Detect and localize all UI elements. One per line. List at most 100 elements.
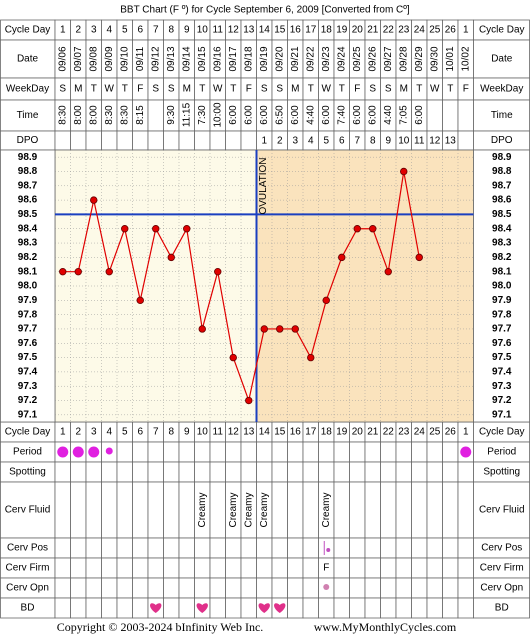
temperature-point — [136, 296, 144, 305]
y-tick-label: 97.5 — [492, 352, 512, 363]
weekday: F — [137, 84, 143, 95]
y-tick-label: 98.7 — [18, 180, 38, 191]
y-tick-label: 98.5 — [18, 209, 38, 220]
cell — [302, 597, 319, 619]
cycle-day: 24 — [414, 25, 426, 36]
date: 09/28 — [398, 46, 409, 71]
row-label: Cycle Day — [5, 427, 51, 438]
cycle-day: 10 — [197, 25, 209, 36]
row-label: Spotting — [9, 467, 46, 478]
row-label: Cerv Firm — [480, 563, 524, 574]
row-label: Spotting — [483, 467, 520, 478]
time: 6:00 — [414, 105, 425, 125]
temperature-point — [369, 225, 377, 233]
cell — [70, 461, 87, 483]
label-cell — [473, 99, 530, 132]
temperature-point — [276, 325, 284, 333]
cell — [194, 441, 211, 463]
cycle-day: 18 — [321, 427, 333, 438]
cycle-day: 8 — [168, 427, 174, 438]
cycle-day: 17 — [305, 25, 317, 36]
cell — [209, 130, 226, 151]
weekday: M — [183, 84, 191, 95]
temperature-point — [167, 253, 175, 262]
cell — [209, 537, 226, 559]
cycle-day: 1 — [463, 427, 469, 438]
cycle-day: 20 — [352, 427, 364, 438]
dpo: 12 — [429, 136, 441, 147]
cell — [132, 537, 149, 559]
date: 09/17 — [228, 46, 239, 71]
cycle-day: 11 — [213, 427, 224, 438]
y-tick-label: 98.1 — [18, 266, 38, 277]
cell — [426, 597, 443, 619]
cycle-day: 23 — [398, 25, 410, 36]
row-label: Period — [13, 447, 42, 458]
date: 09/10 — [119, 46, 130, 71]
cycle-day: 2 — [75, 427, 81, 438]
cell — [411, 577, 428, 599]
time: 11:15 — [181, 102, 192, 127]
time: 8:15 — [135, 105, 146, 125]
cell — [147, 130, 164, 151]
cell — [85, 481, 102, 539]
time: 4:40 — [305, 105, 316, 125]
cell — [225, 577, 242, 599]
dpo: 9 — [385, 136, 391, 147]
y-tick-label: 97.4 — [18, 367, 38, 378]
cycle-day: 10 — [197, 427, 209, 438]
time: 6:00 — [228, 105, 239, 125]
cycle-day: 26 — [445, 427, 457, 438]
weekday: T — [199, 84, 205, 95]
cell — [457, 461, 474, 483]
temperature-point — [105, 267, 113, 276]
cycle-day: 5 — [122, 427, 128, 438]
y-tick-label: 98.8 — [18, 166, 38, 177]
date: 09/27 — [383, 46, 394, 71]
chart-title: BBT Chart (F º) for Cycle September 6, 2… — [120, 5, 410, 16]
cell — [147, 461, 164, 483]
cycle-day: 15 — [274, 25, 286, 36]
weekday: S — [168, 84, 175, 95]
cell — [101, 537, 118, 559]
cell — [101, 577, 118, 599]
y-tick-label: 98.6 — [18, 195, 38, 206]
cell — [116, 597, 133, 619]
cycle-day: 9 — [184, 427, 190, 438]
cell — [163, 461, 180, 483]
y-tick-label: 97.6 — [18, 338, 38, 349]
temperature-point — [229, 353, 237, 362]
cell — [240, 597, 257, 619]
weekday: S — [369, 84, 376, 95]
cell — [54, 577, 71, 599]
cell — [240, 441, 257, 463]
cell — [163, 441, 180, 463]
date: 09/25 — [352, 46, 363, 71]
y-tick-label: 98.3 — [492, 238, 512, 249]
temperature-point — [183, 225, 191, 233]
y-tick-label: 98.5 — [492, 209, 512, 220]
weekday: F — [354, 84, 360, 95]
cell — [302, 441, 319, 463]
y-tick-label: 97.2 — [18, 395, 38, 406]
cell — [70, 537, 87, 559]
y-tick-label: 97.1 — [492, 409, 512, 420]
date: 09/14 — [181, 46, 192, 71]
y-tick-label: 98.7 — [492, 180, 512, 191]
cycle-day: 24 — [414, 427, 426, 438]
cerv-pos-dot — [326, 548, 331, 552]
cell — [457, 557, 474, 579]
temperature-point — [152, 225, 160, 233]
cell — [101, 130, 118, 151]
cycle-day: 19 — [336, 427, 348, 438]
cell — [132, 461, 149, 483]
cell — [256, 461, 273, 483]
cell — [271, 577, 288, 599]
cycle-day: 18 — [321, 25, 333, 36]
period-heavy — [72, 446, 84, 458]
markers — [57, 446, 472, 613]
label-cell — [473, 149, 530, 423]
cycle-day: 19 — [336, 25, 348, 36]
cell — [225, 557, 242, 579]
cell — [442, 537, 459, 559]
